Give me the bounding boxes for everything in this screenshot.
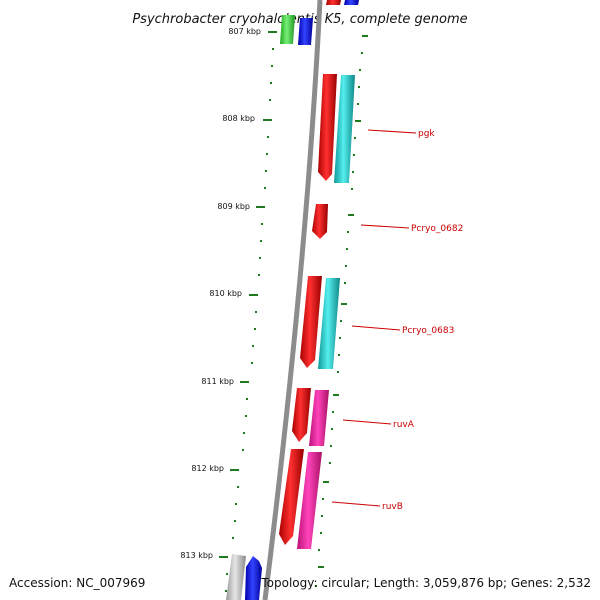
gene-red-top	[326, 0, 341, 5]
gene-pcryo0683-red	[300, 276, 322, 368]
inner-tick-ruler	[219, 31, 277, 592]
genome-summary-text: Topology: circular; Length: 3,059,876 bp…	[261, 576, 591, 590]
tick-label-811: 811 kbp	[201, 377, 234, 386]
gene-label-pgk: pgk	[418, 129, 435, 139]
genome-backbone	[262, 0, 323, 600]
tick-label-810: 810 kbp	[209, 289, 242, 298]
tick-mark	[256, 206, 265, 208]
gene-label-ruvb: ruvB	[382, 502, 403, 512]
gene-ruvb-magenta	[297, 452, 322, 549]
tick-label-807: 807 kbp	[228, 27, 261, 36]
tick-mark	[249, 294, 258, 296]
gene-ruva-red	[292, 388, 311, 442]
gene-pgk-cyan	[334, 75, 355, 183]
tick-mark	[240, 381, 249, 383]
gene-blue-upper	[298, 18, 313, 45]
tick-mark	[263, 119, 272, 121]
outer-tick-ruler	[315, 35, 368, 587]
tick-label-813: 813 kbp	[180, 551, 213, 560]
gene-label-pcryo0683: Pcryo_0683	[402, 326, 454, 336]
tick-label-808: 808 kbp	[222, 114, 255, 123]
gene-pcryo0682-red	[312, 204, 328, 239]
gene-pgk-red	[318, 74, 337, 181]
gene-label-ruva: ruvA	[393, 420, 415, 430]
gene-gray-bottom	[226, 554, 246, 600]
accession-text: Accession: NC_007969	[9, 576, 146, 590]
gene-ruvb-red	[279, 449, 304, 545]
tick-mark	[230, 469, 239, 471]
gene-features	[226, 0, 359, 600]
gene-blue-bottom	[245, 556, 262, 600]
gene-label-pcryo0682: Pcryo_0682	[411, 224, 463, 234]
tick-label-809: 809 kbp	[217, 202, 250, 211]
gene-blue-top	[344, 0, 359, 5]
gene-label-leaders	[331, 129, 417, 507]
gene-ruva-magenta	[309, 390, 329, 446]
gene-pcryo0683-cyan	[318, 278, 340, 369]
tick-mark	[219, 556, 228, 558]
tick-mark	[268, 31, 277, 33]
tick-label-812: 812 kbp	[191, 464, 224, 473]
gene-green-upper	[280, 15, 295, 44]
